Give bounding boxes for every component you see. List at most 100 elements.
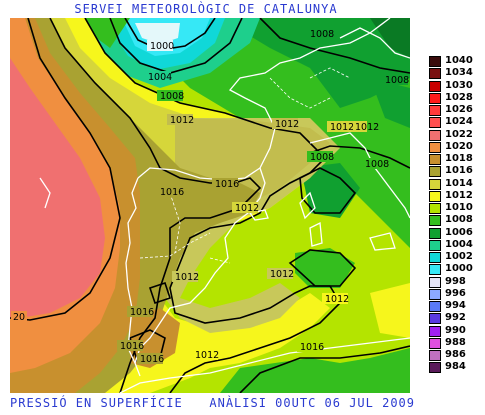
legend-entry: 1010 [429,202,481,214]
legend-entry: 1008 [429,214,481,227]
legend-swatch [429,178,441,190]
isobar-label: 1012 [330,122,354,133]
isobar-label: 1016 [300,342,324,353]
legend-swatch [429,215,441,227]
isobar-label: 1012 [355,122,379,133]
isobar-label: 1008 [310,152,334,163]
isobar-label: 1004 [148,72,172,83]
isobar-label: 1000 [150,41,174,52]
isobar-label: 1016 [215,179,239,190]
legend-swatch [429,239,441,251]
legend-entry: 996 [429,287,481,300]
legend-entry: 992 [429,312,481,325]
isobar-label: 1008 [365,159,389,170]
legend-entry: 1014 [429,177,481,190]
legend-entry: 1018 [429,153,481,165]
legend-entry: 986 [429,349,481,361]
isobar-label: 1008 [310,29,334,40]
isobar-label: 1012 [175,272,199,283]
legend-entry: 1026 [429,104,481,116]
isobar-label: 1012 [325,294,349,305]
legend-label: 986 [445,349,466,360]
legend-label: 1010 [445,202,473,213]
legend-swatch [429,80,441,92]
map-subtitle: PRESSIÓ EN SUPERFÍCIE [10,396,183,410]
legend-entry: 1022 [429,128,481,141]
legend-label: 1020 [445,140,473,152]
field-1006 [220,18,410,108]
legend-label: 1022 [445,128,473,140]
isobar-label: 20 [13,312,25,323]
legend-entry: 984 [429,361,481,374]
legend-label: 996 [445,287,466,299]
legend-label: 1004 [445,238,473,250]
legend-label: 1040 [445,55,473,66]
legend-label: 1030 [445,79,473,91]
isobar-label: 1012 [270,269,294,280]
legend-label: 990 [445,324,466,336]
legend-swatch [429,117,441,129]
legend-label: 1002 [445,251,473,262]
legend-swatch [429,288,441,300]
map-title: SERVEI METEOROLÒGIC DE CATALUNYA [74,2,338,16]
legend-entry: 988 [429,337,481,349]
legend-swatch [429,105,441,116]
legend-entry: 1004 [429,238,481,251]
isobar-label: 1012 [195,350,219,361]
legend-swatch [429,203,441,214]
legend-entry: 1002 [429,251,481,263]
isobar-label: 1016 [160,187,184,198]
legend-label: 994 [445,300,466,311]
legend-swatch [429,313,441,325]
legend-entry: 998 [429,275,481,288]
legend-swatch [429,264,441,276]
legend-entry: 1012 [429,189,481,202]
isobar-label: 1016 [140,354,164,365]
legend-label: 1028 [445,91,473,103]
legend-swatch [429,92,441,104]
legend-swatch [429,154,441,165]
legend-entry: 1006 [429,226,481,239]
legend-label: 1026 [445,104,473,115]
legend-entry: 1020 [429,140,481,153]
analysis-time: ANÀLISI 00UTC 06 JUL 2009 [209,396,415,410]
isobar-label: 1008 [160,91,184,102]
legend-swatch [429,227,441,239]
isobar-label: 1016 [130,307,154,318]
legend-swatch [429,166,441,178]
legend-entry: 1030 [429,79,481,92]
legend-entry: 1024 [429,116,481,129]
legend-label: 1000 [445,263,473,275]
legend-entry: 1040 [429,55,481,67]
legend-entry: 1028 [429,91,481,104]
legend-entry: 1034 [429,67,481,80]
isobar-label: 1012 [170,115,194,126]
legend-swatch [429,325,441,337]
legend-label: 1024 [445,116,473,128]
legend-label: 998 [445,275,466,287]
legend-swatch [429,190,441,202]
legend-swatch [429,56,441,67]
legend-label: 1012 [445,189,473,201]
legend-swatch [429,362,441,374]
legend-swatch [429,301,441,312]
isobar-label: 1012 [275,119,299,130]
legend-swatch [429,276,441,288]
legend-label: 1018 [445,153,473,164]
legend-label: 1008 [445,214,473,226]
legend-swatch [429,129,441,141]
legend-label: 992 [445,312,466,324]
legend-label: 1014 [445,177,473,189]
legend-entry: 990 [429,324,481,337]
legend-swatch [429,252,441,263]
legend-label: 1006 [445,226,473,238]
legend-swatch [429,350,441,361]
isobar-label: 1016 [120,341,144,352]
legend-swatch [429,68,441,80]
legend-swatch [429,141,441,153]
legend-swatch [429,337,441,349]
coastline-africa [119,337,410,393]
isobar-label: 1012 [235,203,259,214]
legend-label: 984 [445,361,466,373]
isobar-label: 1008 [385,75,409,86]
